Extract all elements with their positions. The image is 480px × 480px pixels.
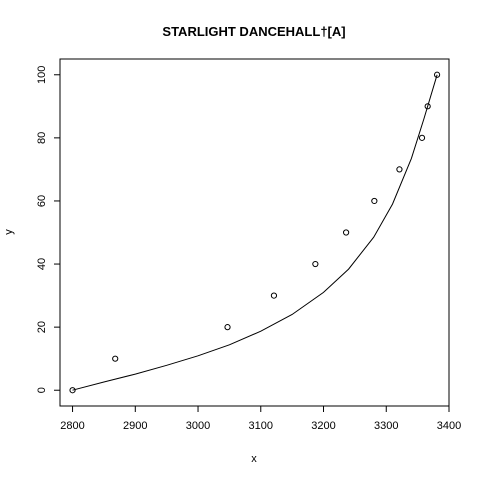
data-point: [224, 324, 231, 331]
data-point: [69, 387, 76, 394]
y-tick-label: 20: [36, 321, 48, 333]
data-point: [396, 166, 403, 173]
data-point: [371, 197, 378, 205]
data-point: [312, 260, 319, 268]
fit-curve-line: [72, 74, 438, 391]
data-point: [433, 71, 441, 78]
x-tick-label: 2800: [60, 420, 84, 432]
x-tick-label: 3100: [249, 420, 273, 432]
data-point: [270, 292, 278, 299]
x-tick-label: 2900: [123, 420, 147, 432]
data-point: [424, 103, 431, 110]
y-tick-label: 60: [36, 195, 48, 207]
x-tick-label: 3400: [437, 420, 461, 432]
x-axis-label: x: [251, 453, 257, 465]
data-point: [418, 134, 426, 141]
plot-frame: [59, 58, 450, 407]
data-point: [343, 229, 350, 236]
fit-curve-layer: [72, 74, 438, 391]
x-tick-label: 3200: [311, 420, 335, 432]
points-layer: [69, 71, 441, 394]
y-tick-label: 100: [36, 66, 48, 84]
y-tick-label: 80: [36, 132, 48, 144]
y-axis-label: y: [3, 229, 15, 235]
x-tick-label: 3000: [186, 420, 210, 432]
data-point: [112, 355, 119, 362]
y-tick-label: 40: [36, 258, 48, 270]
x-axis: 2800 2900 3000 3100 3200 3300 3400: [60, 406, 461, 432]
y-axis: 0 20 40 60 80 100: [36, 66, 60, 393]
x-tick-label: 3300: [374, 420, 398, 432]
y-tick-label: 0: [36, 387, 48, 393]
chart-title: STARLIGHT DANCEHALL†[A]: [162, 24, 345, 39]
